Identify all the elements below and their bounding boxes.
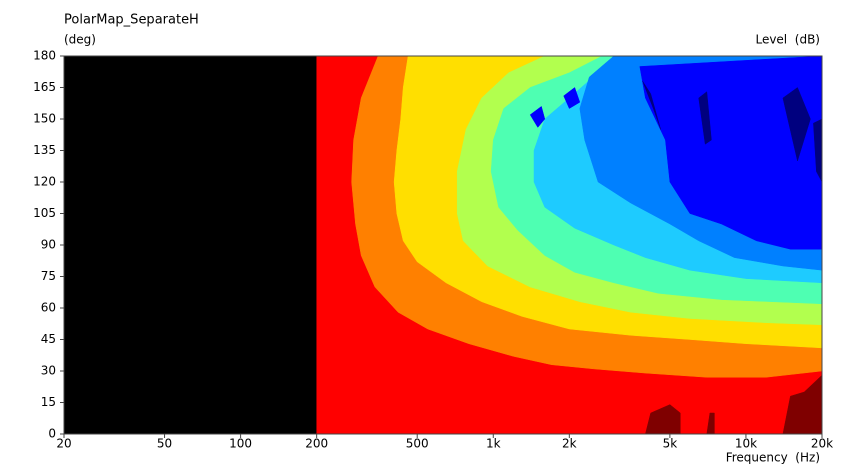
- chart-title: PolarMap_SeparateH: [64, 13, 199, 28]
- y-axis-label: (deg): [64, 33, 96, 47]
- y-tick-label: 45: [41, 332, 56, 346]
- y-tick-label: 180: [33, 49, 56, 63]
- y-tick-label: 0: [48, 427, 56, 441]
- contour-region: [782, 87, 811, 162]
- y-tick-label: 165: [33, 80, 56, 94]
- x-tick-label: 1k: [486, 437, 501, 451]
- y-tick-label: 75: [41, 269, 56, 283]
- contour-region: [813, 118, 822, 183]
- plot-area: [64, 56, 822, 434]
- x-tick-label: 500: [406, 437, 429, 451]
- y-tick-label: 90: [41, 238, 56, 252]
- x-tick-label: 10k: [735, 437, 757, 451]
- contour-region: [706, 412, 715, 434]
- x-tick-label: 20: [56, 437, 71, 451]
- y-tick-label: 60: [41, 301, 56, 315]
- contour-region: [563, 87, 581, 109]
- contour-region: [529, 106, 546, 128]
- x-tick-label: 50: [157, 437, 172, 451]
- x-tick-label: 2k: [562, 437, 577, 451]
- y-tick-label: 135: [33, 143, 56, 157]
- y-tick-label: 15: [41, 395, 56, 409]
- contour-region: [782, 374, 822, 434]
- x-tick-label: 200: [305, 437, 328, 451]
- x-tick-label: 100: [229, 437, 252, 451]
- contour-region: [645, 404, 681, 434]
- colorbar-label: Level (dB): [755, 33, 820, 47]
- y-tick-label: 105: [33, 206, 56, 220]
- y-tick-label: 30: [41, 364, 56, 378]
- x-axis-label: Frequency (Hz): [726, 451, 820, 465]
- contour-region: [639, 56, 822, 250]
- y-tick-label: 120: [33, 175, 56, 189]
- x-tick-label: 20k: [811, 437, 833, 451]
- x-tick-label: 5k: [663, 437, 678, 451]
- contour-region: [642, 80, 661, 130]
- contour-region: [698, 91, 712, 145]
- contour-region: [64, 56, 317, 434]
- y-tick-label: 150: [33, 112, 56, 126]
